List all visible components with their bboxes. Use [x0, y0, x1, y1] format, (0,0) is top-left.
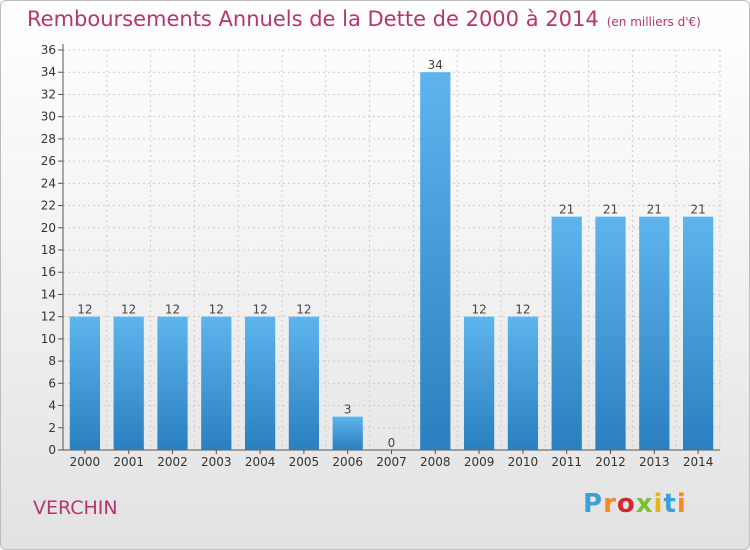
y-tick-label: 32: [41, 87, 56, 101]
x-tick-label: 2009: [464, 455, 495, 469]
data-label: 12: [77, 303, 92, 317]
bar: [420, 72, 451, 450]
y-tick-label: 14: [41, 287, 56, 301]
bar: [551, 216, 582, 450]
x-tick-label: 2008: [420, 455, 451, 469]
y-tick-label: 8: [48, 354, 56, 368]
x-tick-label: 2001: [113, 455, 144, 469]
bar: [157, 316, 188, 450]
y-tick-label: 0: [48, 443, 56, 457]
data-label: 12: [515, 303, 530, 317]
bars: [69, 72, 714, 450]
y-tick-label: 10: [41, 332, 56, 346]
x-tick-label: 2003: [201, 455, 232, 469]
x-tick-label: 2000: [70, 455, 101, 469]
x-tick-label: 2007: [376, 455, 407, 469]
data-label: 3: [344, 403, 352, 417]
x-tick-label: 2005: [289, 455, 320, 469]
data-label: 12: [209, 303, 224, 317]
x-tick-label: 2006: [332, 455, 363, 469]
bar: [463, 316, 495, 450]
x-tick-label: 2011: [551, 455, 582, 469]
y-tick-label: 4: [48, 399, 56, 413]
data-label: 12: [296, 303, 311, 317]
y-tick-label: 2: [48, 421, 56, 435]
bar: [507, 316, 539, 450]
data-label: 21: [559, 203, 574, 217]
y-tick-label: 18: [41, 243, 56, 257]
y-tick-label: 16: [41, 265, 56, 279]
data-label: 21: [603, 203, 618, 217]
data-label: 21: [647, 203, 662, 217]
y-tick-label: 22: [41, 199, 56, 213]
data-label: 0: [388, 436, 396, 450]
y-tick-label: 12: [41, 310, 56, 324]
bar: [682, 216, 714, 450]
chart-title-text: Remboursements Annuels de la Dette de 20…: [27, 7, 599, 31]
y-tick-label: 36: [41, 43, 56, 57]
bar: [332, 416, 363, 450]
y-tick-label: 34: [41, 65, 56, 79]
chart-unit: (en milliers d'€): [606, 15, 701, 29]
x-tick-label: 2014: [683, 455, 714, 469]
data-label: 12: [121, 303, 136, 317]
bar: [244, 316, 276, 450]
y-tick-label: 20: [41, 221, 56, 235]
y-tick-label: 6: [48, 376, 56, 390]
y-tick-label: 30: [41, 110, 56, 124]
x-tick-label: 2010: [508, 455, 539, 469]
proxiti-logo: Proxiti: [583, 489, 687, 519]
bar: [595, 216, 626, 450]
x-tick-label: 2004: [245, 455, 276, 469]
x-tick-label: 2013: [639, 455, 670, 469]
x-tick-label: 2002: [157, 455, 188, 469]
y-tick-label: 24: [41, 176, 56, 190]
bar: [69, 316, 101, 450]
y-tick-label: 26: [41, 154, 56, 168]
bar: [201, 316, 232, 450]
data-label: 12: [252, 303, 267, 317]
data-label: 12: [471, 303, 486, 317]
place-name: VERCHIN: [33, 497, 118, 519]
bar: [639, 216, 670, 450]
y-tick-label: 28: [41, 132, 56, 146]
x-tick-label: 2012: [595, 455, 626, 469]
chart-title: Remboursements Annuels de la Dette de 20…: [27, 7, 701, 31]
labels: 0246810121416182022242628303234361220001…: [41, 43, 714, 469]
data-label: 21: [690, 203, 705, 217]
data-label: 12: [165, 303, 180, 317]
bar: [113, 316, 144, 450]
bar: [288, 316, 320, 450]
data-label: 34: [428, 58, 443, 72]
